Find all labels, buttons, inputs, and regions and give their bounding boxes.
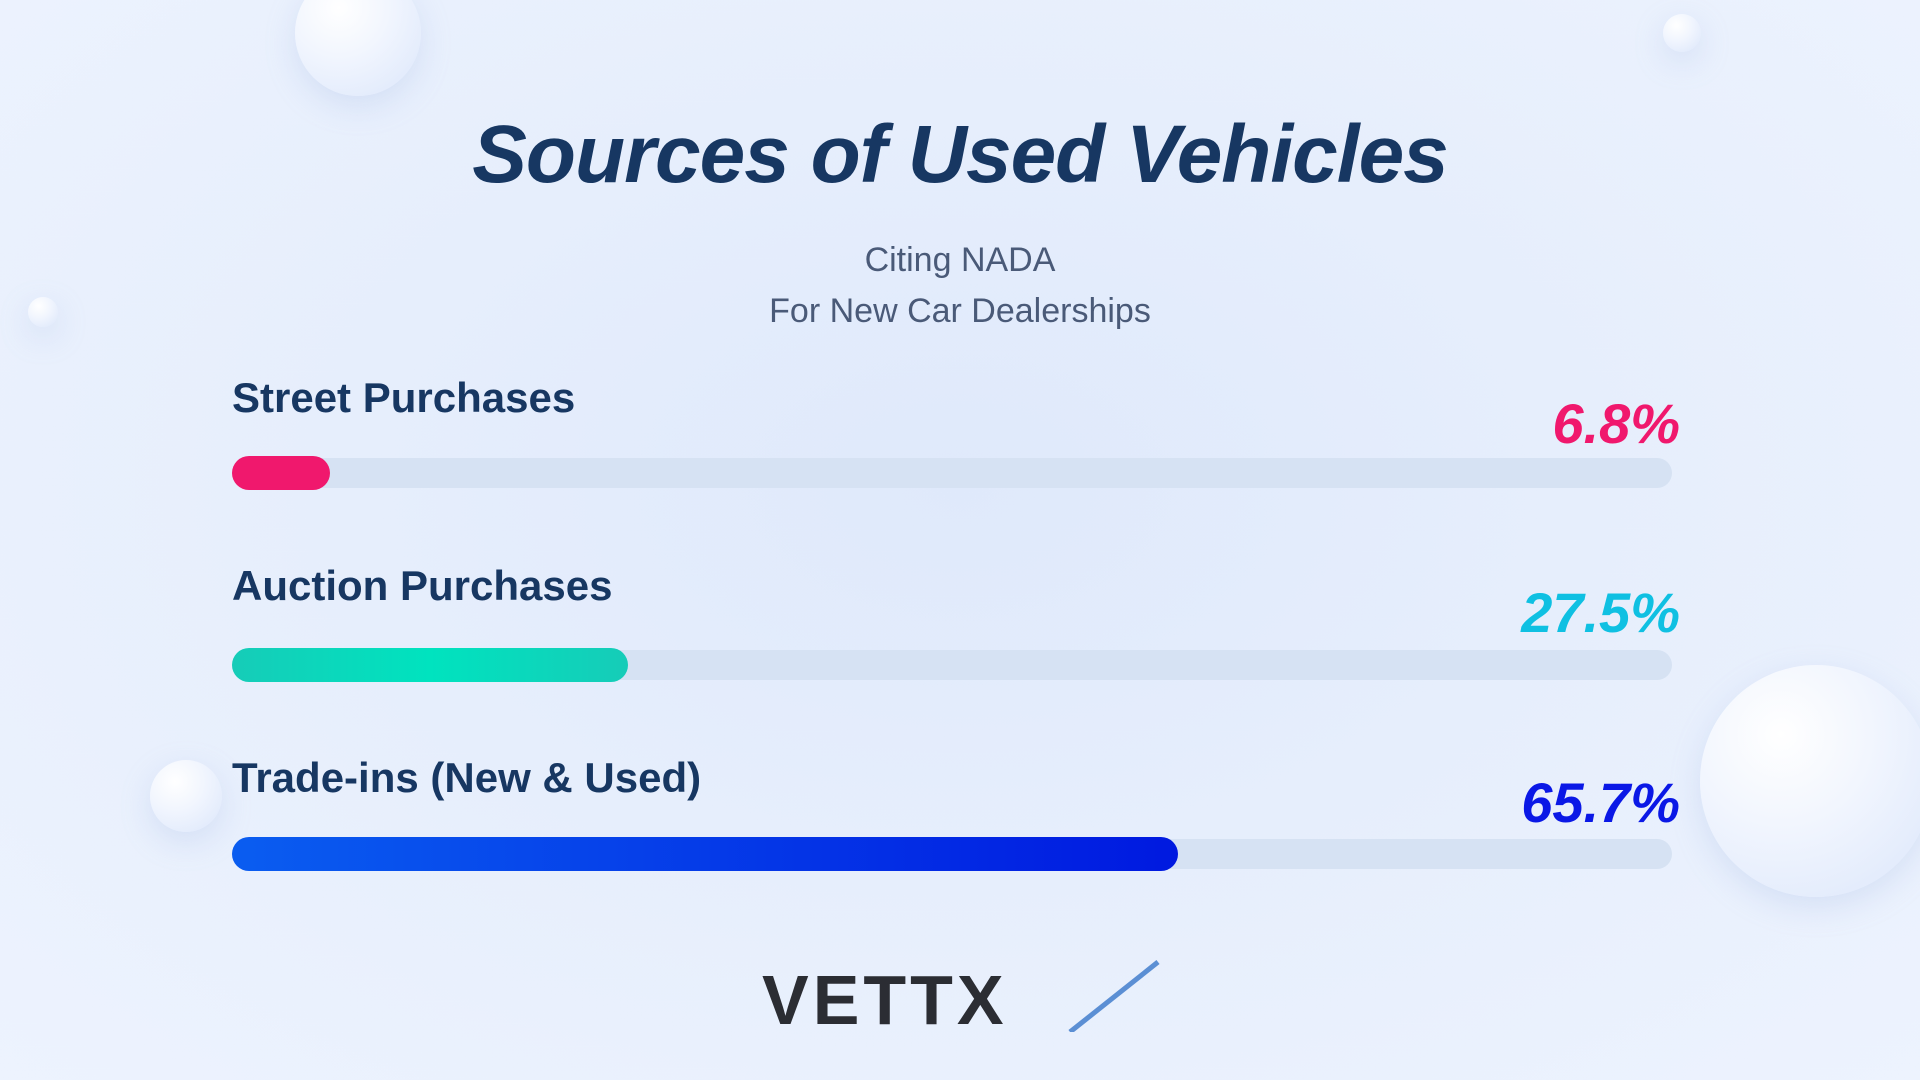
subtitle-line-2: For New Car Dealerships — [769, 292, 1151, 330]
logo-slash — [1068, 960, 1160, 1032]
decorative-bubble — [295, 0, 421, 96]
bar-trade-ins — [232, 837, 1179, 871]
bar-value-street-purchases: 6.8% — [1552, 392, 1680, 455]
bar-label-auction-purchases: Auction Purchases — [232, 562, 613, 609]
bar-value-trade-ins: 65.7% — [1521, 771, 1680, 834]
bar-label-trade-ins: Trade-ins (New & Used) — [232, 754, 702, 801]
bar-street-purchases — [232, 456, 330, 490]
decorative-bubble — [28, 297, 58, 327]
decorative-bubble — [1663, 14, 1701, 52]
bar-track-trade-ins — [232, 837, 1672, 871]
bar-auction-purchases — [232, 648, 628, 682]
bar-value-auction-purchases: 27.5% — [1521, 581, 1680, 644]
bar-label-street-purchases: Street Purchases — [232, 374, 576, 421]
decorative-bubble — [1700, 665, 1920, 897]
chart-title: Sources of Used Vehicles — [472, 109, 1449, 200]
vettx-logo: VETTX — [762, 960, 1160, 1032]
decorative-bubble — [150, 760, 222, 832]
logo-text: VETTX — [762, 961, 1008, 1032]
bar-track-street-purchases — [232, 456, 1672, 490]
bar-track-auction-purchases — [232, 648, 1672, 682]
subtitle-line-1: Citing NADA — [864, 241, 1056, 279]
